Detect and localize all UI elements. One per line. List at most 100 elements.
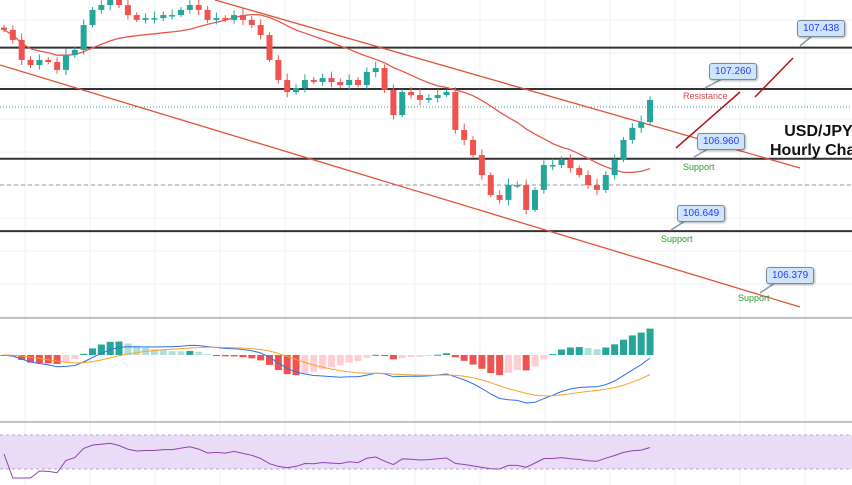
candle-body — [346, 79, 353, 86]
macd-histogram-bar — [89, 348, 96, 355]
candle-body — [204, 9, 211, 20]
macd-histogram-bar — [80, 353, 88, 355]
horizontal-levels — [0, 46, 852, 233]
candle-body — [9, 29, 16, 40]
macd-histogram-bar — [549, 354, 557, 356]
candle-body — [18, 39, 25, 60]
macd-histogram-bar — [460, 355, 468, 361]
candle-body — [248, 19, 255, 26]
macd-histogram-bar — [425, 355, 433, 356]
macd-histogram-bar — [159, 350, 167, 355]
candle-body — [178, 9, 184, 16]
macd-histogram-bar — [18, 355, 26, 360]
macd-histogram-bar — [566, 347, 574, 355]
macd-histogram-bar — [575, 347, 583, 355]
macd-histogram-bar — [248, 355, 256, 359]
macd-histogram-bar — [283, 355, 291, 375]
candle-body — [540, 165, 547, 190]
macd-panel — [0, 328, 654, 404]
candle-body — [257, 25, 264, 36]
macd-histogram-bar — [133, 345, 141, 355]
candle-body — [470, 139, 477, 156]
macd-histogram-bar — [168, 351, 176, 355]
macd-histogram-bar — [389, 355, 397, 360]
candle-body — [638, 122, 645, 128]
candles — [1, 0, 654, 215]
candle-body — [399, 92, 406, 116]
macd-histogram-bar — [469, 355, 477, 365]
candle-body — [452, 92, 459, 130]
macd-histogram-bar — [593, 349, 601, 355]
macd-histogram-bar — [611, 344, 619, 355]
candle-body — [222, 18, 229, 20]
macd-histogram-bar — [239, 355, 247, 358]
signal-line — [3, 346, 651, 397]
macd-histogram-bar — [97, 344, 105, 355]
macd-histogram-bar — [487, 355, 495, 374]
candle-body — [133, 15, 140, 20]
candle-body — [629, 127, 636, 140]
candle-body — [310, 79, 317, 83]
candle-body — [363, 72, 370, 86]
macd-histogram-bar — [407, 355, 415, 358]
candle-body — [80, 25, 87, 50]
macd-histogram-bar — [381, 355, 389, 356]
pair-title: USD/JPY — [784, 123, 852, 140]
moving-average-line — [3, 13, 651, 174]
candle-body — [576, 168, 583, 176]
candle-body — [647, 99, 654, 123]
candle-body — [532, 189, 538, 210]
macd-histogram-bar — [327, 355, 335, 367]
macd-histogram-bar — [53, 355, 61, 364]
candle-body — [116, 0, 123, 6]
rsi-band — [0, 435, 852, 469]
candle-body — [425, 98, 432, 100]
candle-body — [275, 59, 282, 80]
candle-body — [124, 5, 131, 16]
macd-histogram-bar — [204, 353, 212, 355]
macd-line — [3, 344, 651, 404]
candle-body — [567, 159, 574, 169]
candle-body — [54, 62, 61, 70]
candle-body — [107, 0, 114, 6]
candle-body — [169, 15, 176, 17]
level-callout-107438: 107.438 — [797, 20, 846, 37]
candle-body — [372, 68, 379, 73]
macd-histogram-bar — [398, 355, 406, 358]
candle-body — [593, 185, 600, 190]
candle-body — [301, 79, 308, 89]
macd-histogram-bar — [27, 355, 35, 363]
macd-histogram-bar — [257, 355, 265, 361]
macd-histogram-bar — [301, 355, 309, 374]
candle-body — [408, 92, 415, 96]
macd-histogram-bar — [35, 355, 43, 364]
candle-body — [620, 139, 627, 160]
support-label-3: Support — [738, 293, 770, 303]
macd-histogram-bar — [443, 353, 450, 355]
candle-body — [478, 155, 485, 176]
level-callout-106649: 106.649 — [677, 205, 726, 222]
macd-histogram-bar — [584, 347, 592, 355]
candle-body — [602, 175, 609, 190]
macd-histogram-bar — [124, 343, 132, 355]
candle-body — [514, 185, 521, 187]
breakout-trend-line-2 — [754, 57, 794, 98]
candle-body — [27, 59, 34, 66]
level-callout-107260: 107.260 — [709, 63, 758, 80]
macd-histogram-bar — [496, 355, 504, 376]
candle-body — [319, 78, 326, 83]
candle-body — [186, 5, 193, 10]
macd-histogram-bar — [292, 355, 300, 376]
macd-histogram-bar — [478, 355, 486, 369]
macd-histogram-bar — [150, 349, 158, 355]
macd-histogram-bar — [319, 355, 327, 370]
macd-histogram-bar — [177, 351, 185, 355]
macd-histogram-bar — [363, 355, 371, 358]
macd-histogram-bar — [513, 355, 521, 371]
resistance-label: Resistance — [683, 91, 728, 101]
candle-body — [496, 195, 503, 200]
candle-body — [1, 27, 7, 30]
macd-histogram-bar — [504, 355, 512, 373]
candle-body — [390, 89, 397, 116]
candle-body — [266, 35, 273, 60]
